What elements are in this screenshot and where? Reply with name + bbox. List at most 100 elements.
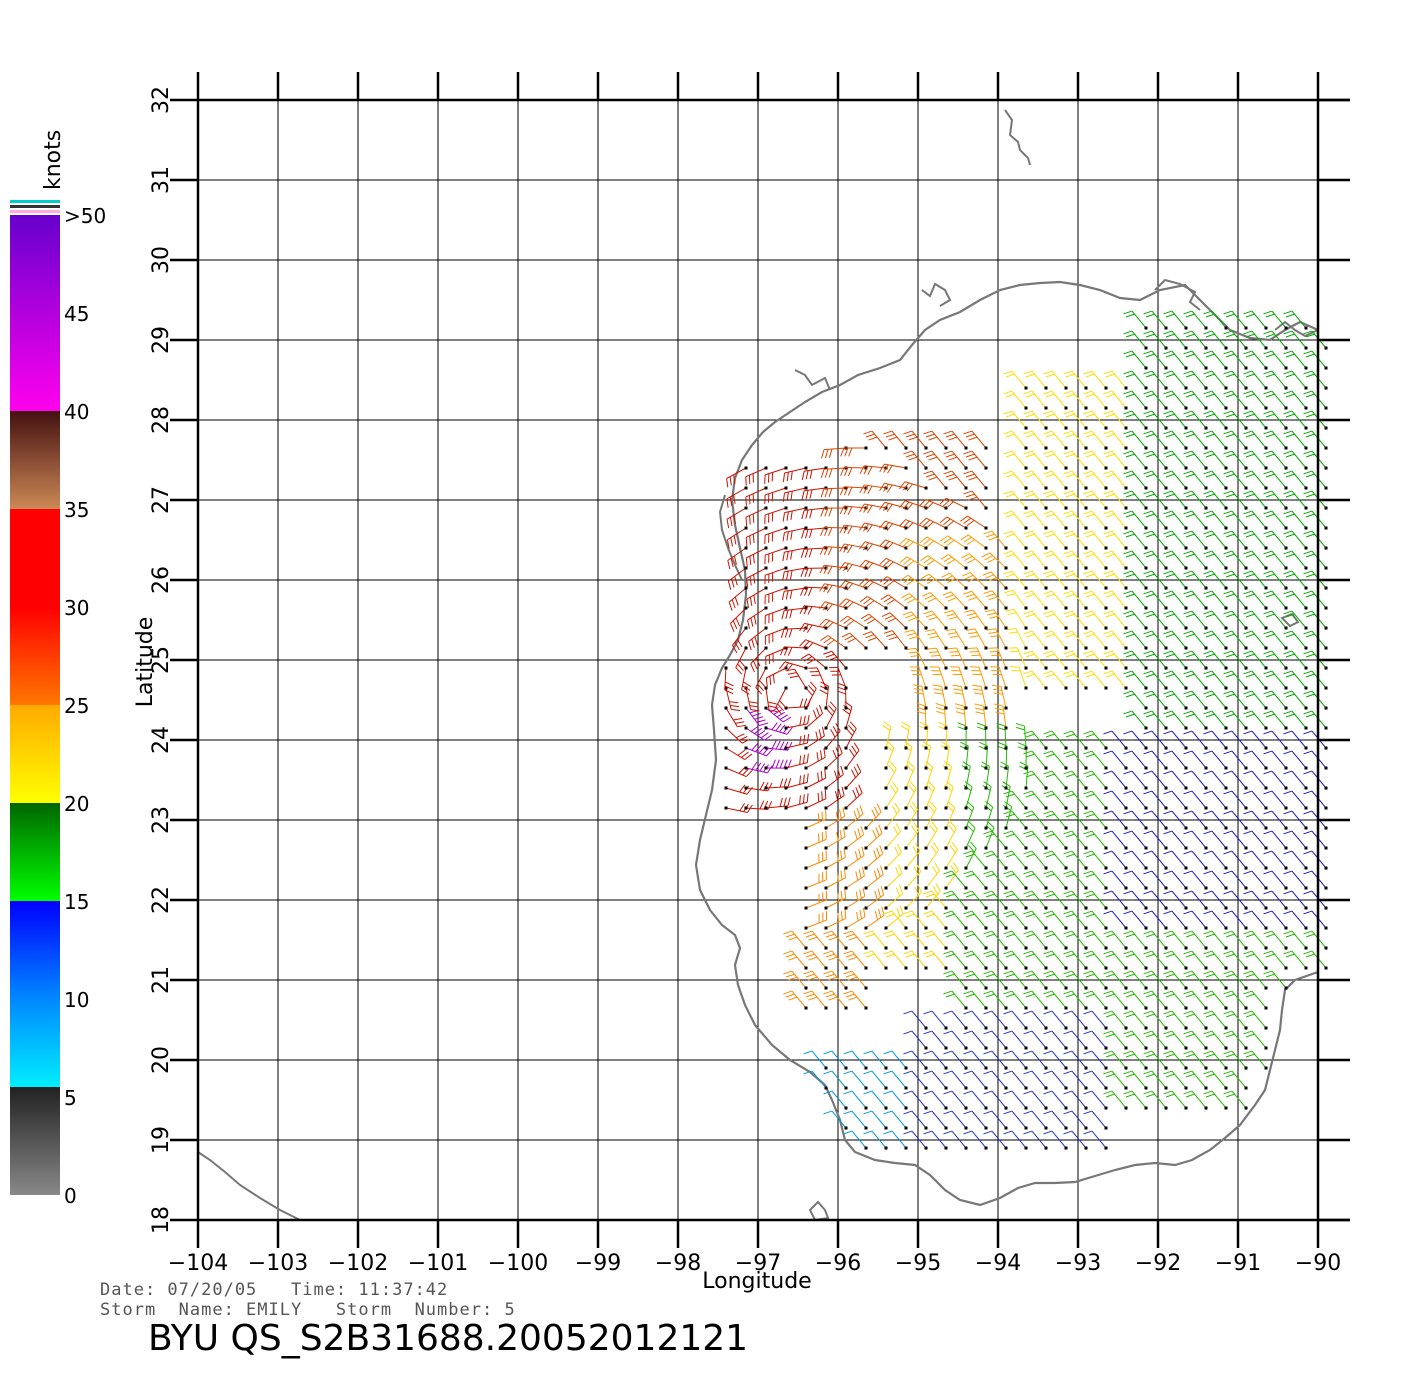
wind-barb bbox=[1023, 610, 1048, 630]
wind-barb bbox=[1203, 1030, 1228, 1050]
wind-barb bbox=[1019, 761, 1029, 790]
wind-barb bbox=[881, 612, 908, 630]
wind-barb bbox=[904, 761, 915, 790]
wind-barb bbox=[1183, 650, 1208, 670]
wind-barb bbox=[1203, 1090, 1228, 1110]
wind-barb bbox=[1163, 950, 1188, 970]
wind-barb bbox=[1063, 1050, 1088, 1070]
wind-barb bbox=[840, 446, 868, 457]
colorbar-unit: knots bbox=[41, 130, 66, 190]
wind-barb bbox=[824, 744, 843, 770]
wind-barb bbox=[1143, 470, 1168, 490]
wind-barb bbox=[963, 1010, 988, 1030]
wind-barb bbox=[983, 890, 1008, 910]
wind-barb bbox=[1163, 1070, 1188, 1090]
wind-barb bbox=[1043, 510, 1068, 530]
wind-barb bbox=[923, 450, 948, 470]
wind-barb bbox=[1063, 470, 1088, 490]
wind-barb bbox=[943, 470, 968, 490]
gulf-coastline bbox=[694, 280, 1319, 1207]
wind-barb bbox=[983, 1090, 1008, 1110]
wind-barb bbox=[1043, 390, 1068, 410]
wind-barb bbox=[1063, 550, 1088, 570]
wind-barb bbox=[1003, 1030, 1028, 1050]
wind-barb bbox=[1263, 790, 1288, 810]
wind-barb bbox=[1083, 630, 1108, 650]
wind-barb bbox=[1163, 350, 1188, 370]
wind-barb bbox=[909, 666, 928, 690]
wind-barb bbox=[750, 646, 768, 673]
wind-barb bbox=[1103, 870, 1128, 890]
wind-barb bbox=[764, 486, 788, 504]
wind-barb bbox=[1123, 310, 1148, 330]
wind-barb bbox=[1223, 410, 1248, 430]
wind-barb bbox=[1263, 650, 1288, 670]
wind-barb bbox=[1163, 310, 1188, 330]
colorbar: 0 5 10 15 20 25 30 35 40 45 >50 knots bbox=[10, 130, 106, 1208]
wind-barb bbox=[1003, 1130, 1028, 1150]
wind-barb bbox=[1183, 990, 1208, 1010]
wind-barb bbox=[859, 541, 888, 552]
wind-barbs bbox=[724, 310, 1328, 1150]
wind-barb bbox=[1003, 510, 1028, 530]
wind-barb bbox=[1003, 1090, 1028, 1110]
wind-barb bbox=[903, 950, 928, 970]
wind-barb bbox=[1223, 490, 1248, 510]
wind-barb bbox=[781, 586, 808, 601]
wind-barb bbox=[1103, 470, 1128, 490]
wind-barb bbox=[983, 990, 1008, 1010]
wind-barb bbox=[943, 970, 968, 990]
wind-barb bbox=[963, 450, 988, 470]
y-tick-label: 30 bbox=[149, 246, 174, 274]
wind-barb bbox=[1023, 510, 1048, 530]
wind-barb bbox=[1083, 450, 1108, 470]
wind-barb bbox=[972, 684, 988, 710]
wind-barb bbox=[1203, 330, 1228, 350]
wind-barb bbox=[981, 552, 1008, 570]
wind-barb bbox=[727, 566, 748, 590]
wind-barb bbox=[1143, 310, 1168, 330]
wind-barb bbox=[839, 562, 868, 573]
wind-barb bbox=[963, 1070, 988, 1090]
wind-barb bbox=[1023, 910, 1048, 930]
wind-barb bbox=[1143, 770, 1168, 790]
wind-barb bbox=[1143, 450, 1168, 470]
x-tick-label: −102 bbox=[328, 1251, 388, 1276]
wind-barb bbox=[782, 546, 808, 562]
wind-barb bbox=[1203, 390, 1228, 410]
wind-barb bbox=[923, 1130, 948, 1150]
coastline bbox=[198, 109, 1319, 1220]
wind-barb bbox=[764, 778, 792, 790]
wind-barb bbox=[1103, 410, 1128, 430]
wind-barb bbox=[820, 486, 848, 498]
wind-barb bbox=[966, 628, 988, 650]
wind-barb bbox=[1223, 1010, 1248, 1030]
wind-barb bbox=[1003, 870, 1028, 890]
wind-barb bbox=[980, 761, 990, 790]
wind-barb bbox=[1223, 330, 1248, 350]
wind-barb bbox=[1043, 850, 1068, 870]
wind-barb bbox=[784, 753, 809, 770]
wind-barb bbox=[883, 1110, 908, 1130]
wind-barb bbox=[1143, 830, 1168, 850]
colorbar-tick-label: 25 bbox=[64, 694, 89, 718]
wind-barb bbox=[1123, 570, 1148, 590]
wind-barb bbox=[1143, 1050, 1168, 1070]
wind-barb bbox=[1163, 810, 1188, 830]
wind-barb bbox=[1083, 410, 1108, 430]
wind-barb bbox=[1203, 730, 1228, 750]
wind-barb bbox=[1143, 370, 1168, 390]
wind-barb bbox=[963, 950, 988, 970]
wind-barb bbox=[1043, 1050, 1068, 1070]
wind-barb bbox=[1283, 450, 1308, 470]
wind-barb bbox=[925, 629, 948, 650]
wind-barb bbox=[864, 906, 885, 930]
wind-barb bbox=[1183, 830, 1208, 850]
wind-barb bbox=[1143, 430, 1168, 450]
wind-barb bbox=[1005, 608, 1028, 630]
wind-barb bbox=[863, 950, 888, 970]
wind-barb bbox=[1023, 1030, 1048, 1050]
wind-barb bbox=[1243, 1030, 1268, 1050]
wind-barb bbox=[1223, 710, 1248, 730]
wind-barb bbox=[967, 647, 988, 670]
